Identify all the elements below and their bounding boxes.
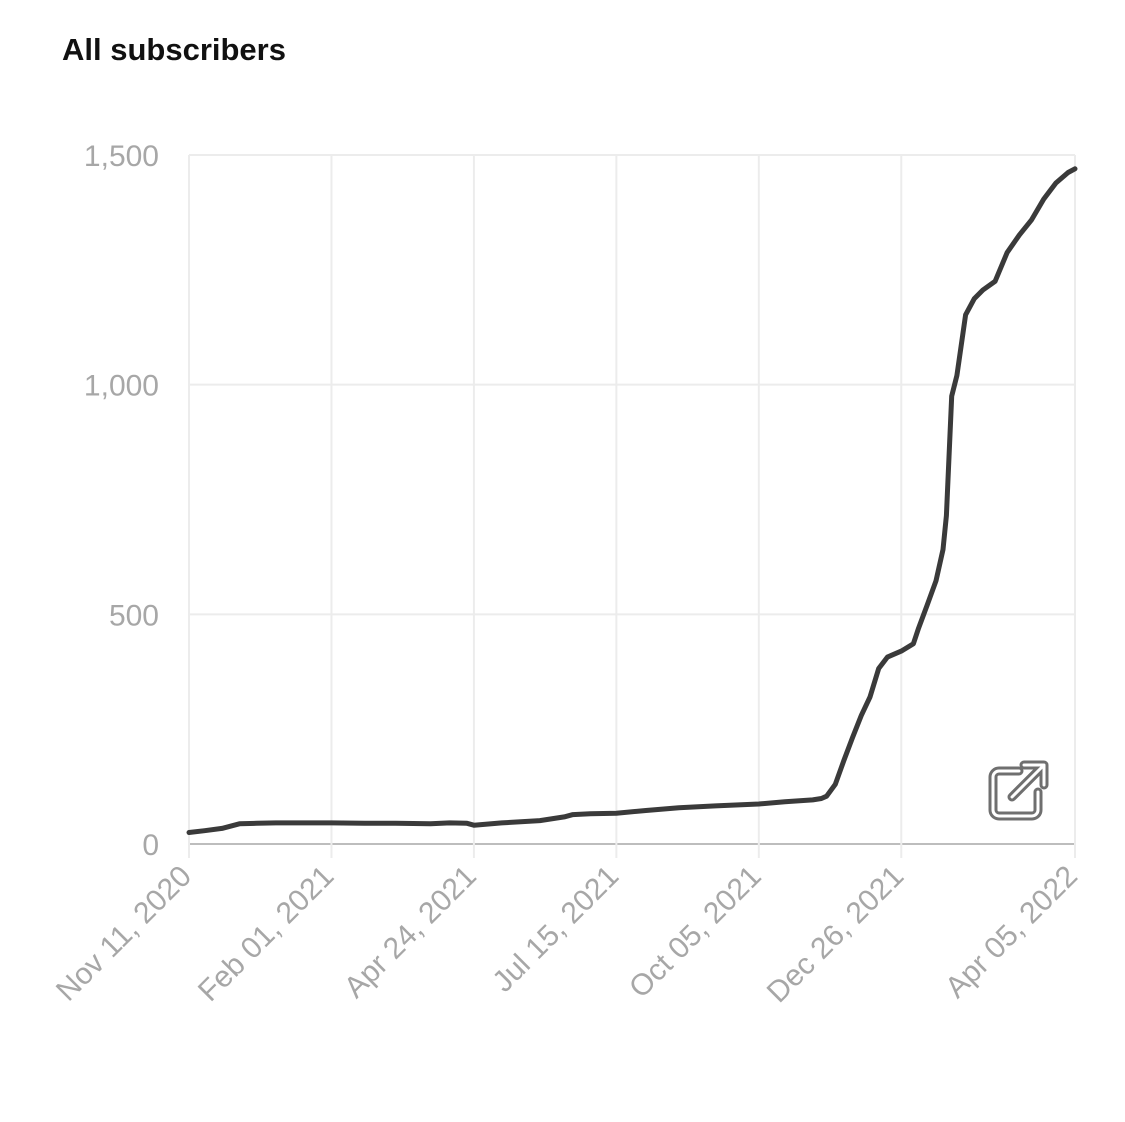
x-tick-label: Feb 01, 2021 bbox=[192, 860, 340, 1008]
y-tick-label: 1,500 bbox=[84, 140, 159, 173]
x-tick-label: Nov 11, 2020 bbox=[50, 860, 198, 1008]
x-tick-label: Apr 24, 2021 bbox=[338, 860, 483, 1005]
y-tick-label: 0 bbox=[142, 829, 159, 862]
y-tick-label: 500 bbox=[109, 599, 159, 632]
subscribers-line bbox=[186, 166, 1078, 835]
grid bbox=[188, 154, 1076, 858]
chart-title: All subscribers bbox=[62, 32, 286, 67]
y-axis: 0 500 1,000 1,500 bbox=[84, 140, 159, 862]
external-link-icon bbox=[988, 760, 1049, 821]
x-tick-label: Oct 05, 2021 bbox=[623, 860, 768, 1005]
x-tick-label: Dec 26, 2021 bbox=[761, 860, 911, 1010]
open-external-button[interactable] bbox=[986, 760, 1056, 825]
y-tick-label: 1,000 bbox=[84, 370, 159, 403]
x-tick-label: Apr 05, 2022 bbox=[939, 860, 1084, 1005]
x-tick-label: Jul 15, 2021 bbox=[486, 860, 625, 999]
